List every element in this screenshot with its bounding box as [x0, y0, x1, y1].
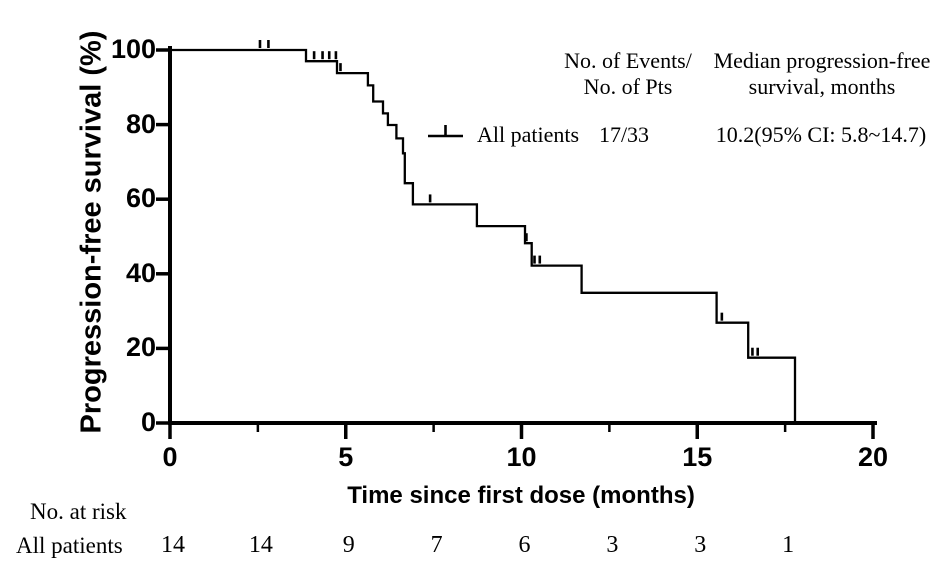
x-axis-title: Time since first dose (months): [347, 482, 695, 509]
y-tick-label: 20: [125, 332, 156, 363]
risk-count: 7: [430, 532, 443, 558]
risk-count: 1: [782, 532, 795, 558]
legend-events-header-line2: No. of Pts: [583, 74, 673, 99]
legend-median-header-line2: survival, months: [748, 74, 896, 99]
legend-median-header: Median progression-free survival, months: [714, 48, 931, 100]
y-tick-label: 0: [140, 406, 156, 437]
x-tick-label: 15: [682, 442, 713, 472]
risk-count: 14: [248, 532, 273, 558]
y-tick-label: 40: [125, 257, 156, 288]
x-tick-label: 10: [506, 442, 537, 472]
x-tick-label: 0: [162, 442, 178, 472]
legend-events-value: 17/33: [598, 122, 650, 147]
km-step-curve: [170, 48, 797, 423]
y-tick-label: 100: [110, 33, 156, 64]
y-axis-title: Progression-free survival (%): [75, 30, 108, 434]
legend-events-header-line1: No. of Events/: [564, 48, 692, 73]
risk-count: 6: [518, 532, 531, 558]
x-tick-label: 20: [857, 442, 889, 472]
risk-table-title: No. at risk: [30, 499, 127, 524]
legend-series-label: All patients: [477, 122, 580, 147]
legend-events-header: No. of Events/ No. of Pts: [564, 48, 692, 100]
risk-count: 14: [161, 532, 185, 558]
risk-count: 3: [606, 532, 619, 558]
y-tick-label: 60: [125, 183, 156, 214]
risk-count: 3: [694, 532, 707, 558]
x-tick-label: 5: [338, 442, 354, 472]
risk-row-label: All patients: [16, 533, 123, 558]
risk-count: 9: [342, 532, 355, 558]
y-tick-label: 80: [125, 108, 156, 139]
legend-median-header-line1: Median progression-free: [713, 48, 931, 73]
legend-median-value: 10.2(95% CI: 5.8~14.7): [715, 122, 927, 147]
